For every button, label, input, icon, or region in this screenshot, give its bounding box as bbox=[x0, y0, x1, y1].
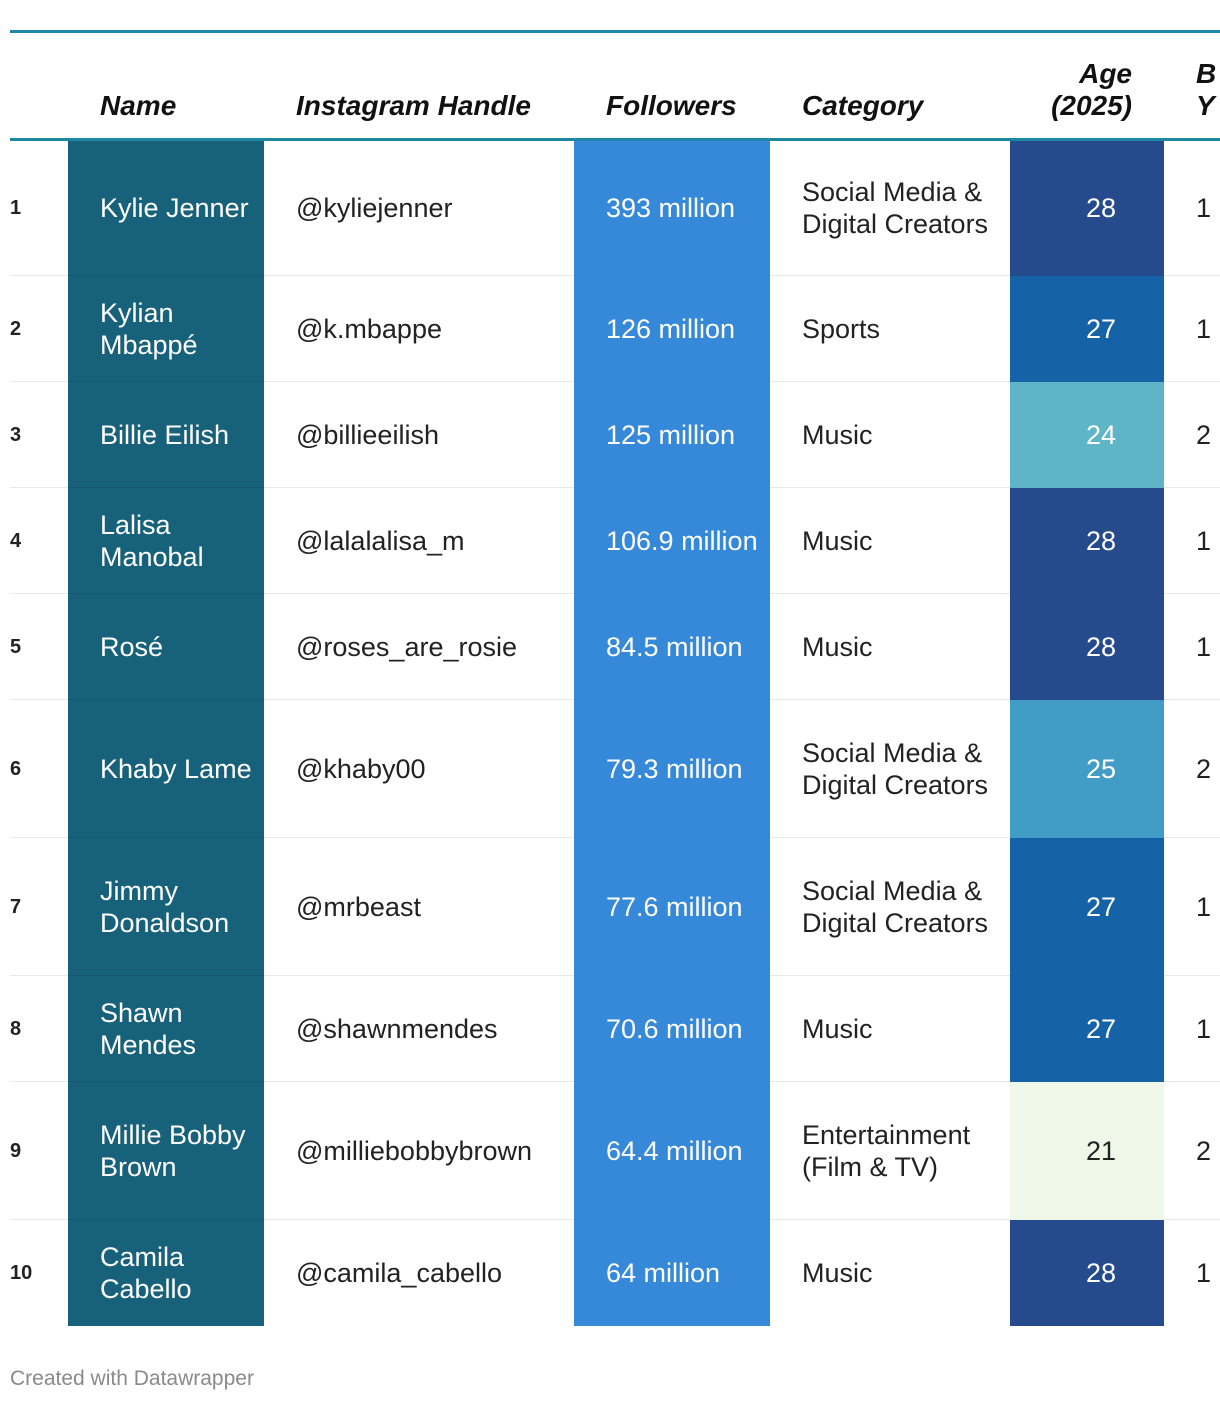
data-table-container: Name Instagram Handle Followers Category… bbox=[10, 30, 1220, 1326]
header-handle[interactable]: Instagram Handle bbox=[296, 90, 531, 121]
handle-cell: @milliebobbybrown bbox=[264, 1081, 574, 1220]
handle-cell: @shawnmendes bbox=[264, 975, 574, 1082]
category-cell: Music bbox=[802, 1257, 873, 1288]
followers-cell: 64 million bbox=[574, 1219, 770, 1326]
category-cell: Social Media & Digital Creators bbox=[770, 837, 1010, 976]
clipped-cell: 1 bbox=[1164, 487, 1220, 594]
handle-cell: @khaby00 bbox=[264, 699, 574, 838]
name-cell: Camila Cabello bbox=[68, 1219, 264, 1326]
rank-cell: 8 bbox=[10, 975, 68, 1082]
rank-cell: 6 bbox=[10, 699, 68, 838]
handle-cell: @billieeilish bbox=[264, 381, 574, 488]
handle-cell: @k.mbappe bbox=[264, 275, 574, 382]
influencer-table: Name Instagram Handle Followers Category… bbox=[10, 30, 1220, 1326]
header-name[interactable]: Name bbox=[100, 90, 177, 121]
category-cell: Social Media & Digital Creators bbox=[770, 139, 1010, 276]
followers-cell: 84.5 million bbox=[574, 593, 770, 700]
table-row: 5 Rosé @roses_are_rosie 84.5 million Music 28… bbox=[10, 593, 1220, 700]
category-cell: Music bbox=[770, 975, 1010, 1082]
clipped-cell: 1 bbox=[1164, 593, 1220, 700]
category-cell: Entertainment (Film & TV) bbox=[770, 1081, 1010, 1220]
table-row: 6 Khaby Lame @khaby00 79.3 million Social Me… bbox=[10, 699, 1220, 838]
header-category[interactable]: Category bbox=[802, 90, 924, 121]
followers-cell: 393 million bbox=[574, 139, 770, 276]
category-cell: Social Media & Digital Creators bbox=[770, 699, 1010, 838]
rank-cell: 4 bbox=[10, 487, 68, 594]
table-row: 4 Lalisa Manobal @lalalalisa_m 106.9 millio… bbox=[10, 487, 1220, 594]
table-row: 3 Billie Eilish @billieeilish 125 million Mu… bbox=[10, 381, 1220, 488]
clipped-cell: 2 bbox=[1164, 1081, 1220, 1220]
handle-cell: @mrbeast bbox=[264, 837, 574, 976]
category-cell: Sports bbox=[770, 275, 1010, 382]
followers-cell: 125 million bbox=[574, 381, 770, 488]
name-cell: Kylian Mbappé bbox=[68, 275, 264, 382]
followers-cell: 79.3 million bbox=[574, 699, 770, 838]
age-cell: 25 bbox=[1010, 699, 1164, 838]
followers-cell: 77.6 million bbox=[574, 837, 770, 976]
handle-cell: @roses_are_rosie bbox=[264, 593, 574, 700]
rank-cell: 2 bbox=[10, 275, 68, 382]
name-cell: Khaby Lame bbox=[68, 699, 264, 838]
table-row: 1 Kylie Jenner @kyliejenner 393 million Soci… bbox=[10, 139, 1220, 276]
attribution-footer[interactable]: Created with Datawrapper bbox=[10, 1367, 254, 1390]
name-cell: Rosé bbox=[68, 593, 264, 700]
name-cell: Jimmy Donaldson bbox=[68, 837, 264, 976]
rank-cell: 7 bbox=[10, 837, 68, 976]
table-row: 9 Millie Bobby Brown @milliebobbybrown 64.4… bbox=[10, 1081, 1220, 1220]
header-followers[interactable]: Followers bbox=[606, 90, 737, 121]
age-cell: 21 bbox=[1010, 1081, 1164, 1220]
clipped-cell: 2 bbox=[1164, 699, 1220, 838]
rank-cell: 1 bbox=[10, 139, 68, 276]
clipped-cell: 1 bbox=[1164, 275, 1220, 382]
rank-cell: 3 bbox=[10, 381, 68, 488]
table-row: 8 Shawn Mendes @shawnmendes 70.6 million Mus… bbox=[10, 975, 1220, 1082]
age-cell: 28 bbox=[1010, 487, 1164, 594]
header-age-line2: (2025) bbox=[1051, 90, 1132, 121]
header-age[interactable]: Age (2025) bbox=[1010, 32, 1164, 140]
table-row: 2 Kylian Mbappé @k.mbappe 126 million Sports… bbox=[10, 275, 1220, 382]
clipped-cell: 1 bbox=[1164, 139, 1220, 276]
age-cell: 27 bbox=[1010, 837, 1164, 976]
table-body: 1 Kylie Jenner @kyliejenner 393 million Soci… bbox=[10, 139, 1220, 1326]
clipped-cell: 1 bbox=[1196, 1257, 1212, 1288]
followers-cell: 106.9 million bbox=[574, 487, 770, 594]
header-clipped-line1: B bbox=[1196, 58, 1217, 89]
name-cell: Billie Eilish bbox=[68, 381, 264, 488]
age-cell: 28 bbox=[1010, 139, 1164, 276]
category-cell: Music bbox=[770, 381, 1010, 488]
handle-cell: @kyliejenner bbox=[264, 139, 574, 276]
followers-cell: 64.4 million bbox=[574, 1081, 770, 1220]
handle-cell: @camila_cabello bbox=[296, 1257, 503, 1288]
followers-cell: 70.6 million bbox=[574, 975, 770, 1082]
rank-cell: 9 bbox=[10, 1081, 68, 1220]
age-cell: 27 bbox=[1010, 275, 1164, 382]
rank-cell: 5 bbox=[10, 593, 68, 700]
age-cell: 28 bbox=[1010, 593, 1164, 700]
clipped-cell: 2 bbox=[1164, 381, 1220, 488]
name-cell: Lalisa Manobal bbox=[68, 487, 264, 594]
age-cell: 24 bbox=[1010, 381, 1164, 488]
age-cell: 27 bbox=[1010, 975, 1164, 1082]
age-cell: 28 bbox=[1010, 1219, 1164, 1326]
clipped-cell: 1 bbox=[1164, 837, 1220, 976]
category-cell: Music bbox=[770, 593, 1010, 700]
header-clipped-line2: Y bbox=[1196, 90, 1215, 121]
table-row: 10 Camila Cabello @camila_cabello 64 millio… bbox=[10, 1219, 1220, 1326]
name-cell: Kylie Jenner bbox=[68, 139, 264, 276]
clipped-cell: 1 bbox=[1164, 975, 1220, 1082]
followers-cell: 126 million bbox=[574, 275, 770, 382]
table-row: 7 Jimmy Donaldson @mrbeast 77.6 million Soci… bbox=[10, 837, 1220, 976]
table-header-row: Name Instagram Handle Followers Category… bbox=[10, 31, 1220, 140]
header-age-line1: Age bbox=[1079, 58, 1132, 89]
category-cell: Music bbox=[770, 487, 1010, 594]
handle-cell: @lalalalisa_m bbox=[264, 487, 574, 594]
rank-cell: 10 bbox=[10, 1261, 33, 1284]
name-cell: Millie Bobby Brown bbox=[68, 1081, 264, 1220]
name-cell: Shawn Mendes bbox=[68, 975, 264, 1082]
header-rank[interactable] bbox=[10, 32, 68, 140]
